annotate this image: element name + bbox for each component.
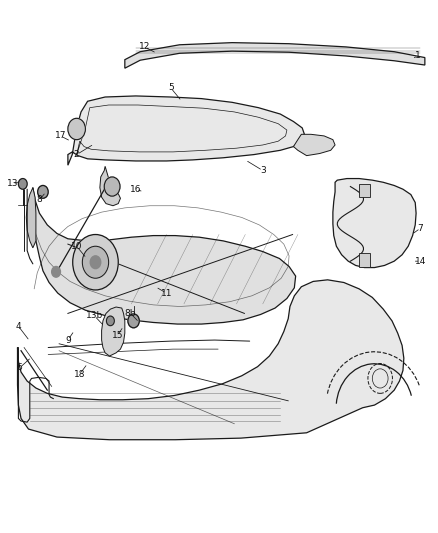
Text: 10: 10: [71, 242, 82, 251]
Circle shape: [68, 118, 85, 140]
Text: 2: 2: [74, 150, 79, 159]
Circle shape: [106, 316, 114, 326]
Text: 4: 4: [16, 322, 21, 330]
Text: 12: 12: [139, 43, 150, 51]
Circle shape: [128, 314, 139, 328]
Polygon shape: [68, 96, 304, 165]
Circle shape: [18, 179, 27, 189]
Text: 17: 17: [55, 132, 66, 140]
Text: 8: 8: [36, 196, 42, 204]
Polygon shape: [359, 184, 370, 197]
Text: 7: 7: [417, 224, 424, 232]
Circle shape: [38, 185, 48, 198]
Polygon shape: [102, 307, 125, 356]
Polygon shape: [18, 280, 404, 440]
Polygon shape: [26, 188, 36, 248]
Text: 15: 15: [112, 332, 123, 340]
Polygon shape: [100, 166, 120, 206]
Text: 18: 18: [74, 370, 85, 378]
Polygon shape: [125, 43, 425, 68]
Circle shape: [73, 235, 118, 290]
Text: 3: 3: [260, 166, 266, 175]
Text: 6: 6: [17, 364, 23, 372]
Text: 1: 1: [415, 52, 421, 60]
Polygon shape: [359, 253, 370, 266]
Circle shape: [104, 177, 120, 196]
Text: 5: 5: [168, 84, 174, 92]
Text: 16: 16: [130, 185, 141, 193]
Polygon shape: [293, 134, 335, 156]
Text: 13: 13: [7, 180, 18, 188]
Text: 14: 14: [415, 257, 426, 265]
Circle shape: [82, 246, 109, 278]
Circle shape: [90, 256, 101, 269]
Text: 13b: 13b: [85, 311, 103, 320]
Polygon shape: [333, 179, 416, 268]
Circle shape: [52, 266, 60, 277]
Polygon shape: [33, 188, 296, 324]
Text: 8b: 8b: [125, 309, 136, 318]
Text: 9: 9: [65, 336, 71, 344]
Text: 11: 11: [161, 289, 172, 297]
